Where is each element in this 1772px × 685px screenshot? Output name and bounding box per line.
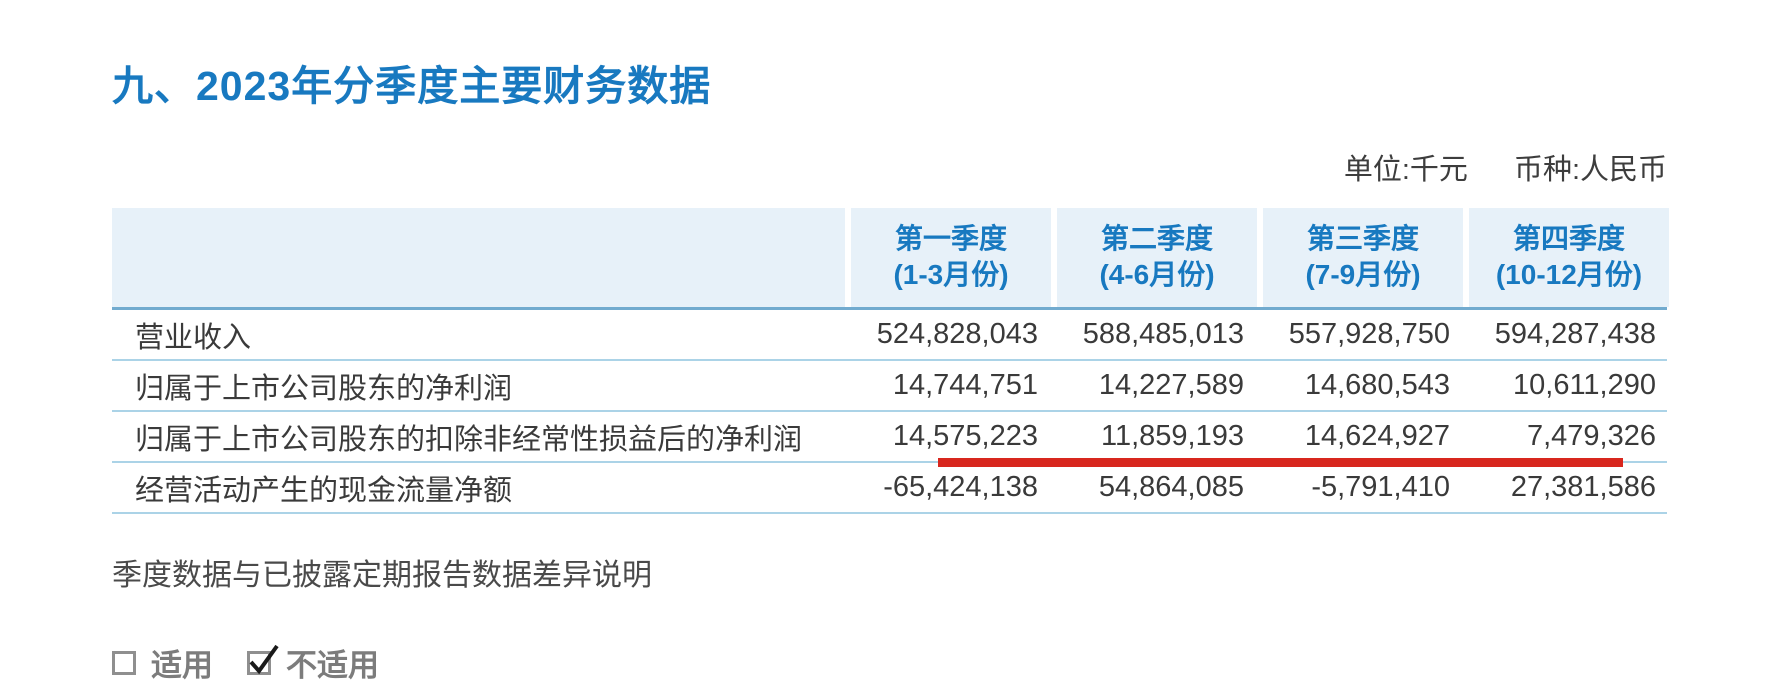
cell-value-q4: 10,611,290 [1513, 369, 1656, 401]
cell-value-q3: 14,624,927 [1304, 420, 1450, 452]
checkbox-item-unchecked: 适用 [112, 640, 213, 685]
table-row: 归属于上市公司股东的扣除非经常性损益后的净利润 14,575,223 11,859,… [112, 412, 1667, 467]
table-body: 营业收入 524,828,043 588,485,013 557,928,750 594… [112, 310, 1667, 514]
quarter-label: 第三季度 [1306, 223, 1419, 255]
header-cell-quarter-4: 第四季度 (10-12月份) [1469, 208, 1669, 307]
difference-note: 季度数据与已披露定期报告数据差异说明 [112, 559, 652, 592]
currency-note: 币种:人民币 [1513, 154, 1667, 186]
quarter-month-range: (7-9月份) [1305, 259, 1421, 290]
cell-value-q1: -65,424,138 [883, 471, 1038, 503]
cell-value-q3: 557,928,750 [1288, 318, 1450, 350]
row-label: 归属于上市公司股东的扣除非经常性损益后的净利润 [135, 423, 803, 456]
row-label: 经营活动产生的现金流量净额 [135, 474, 513, 507]
cell-value-q4: 7,479,326 [1526, 420, 1656, 452]
header-cell-empty [112, 208, 845, 307]
cell-value-q2: 588,485,013 [1082, 318, 1244, 350]
table-header-underline [112, 307, 1667, 310]
quarter-label: 第二季度 [1100, 223, 1213, 255]
header-cell-quarter-3: 第三季度 (7-9月份) [1263, 208, 1463, 307]
checkbox-label: 不适用 [286, 648, 379, 683]
cell-value-q2: 54,864,085 [1098, 471, 1244, 503]
header-cell-quarter-2: 第二季度 (4-6月份) [1057, 208, 1257, 307]
table-row: 经营活动产生的现金流量净额 -65,424,138 54,864,085 -5,791… [112, 463, 1667, 514]
cell-value-q4: 594,287,438 [1494, 318, 1656, 350]
cell-value-q2: 14,227,589 [1098, 369, 1244, 401]
cell-value-q2: 11,859,193 [1101, 420, 1244, 452]
table-row: 营业收入 524,828,043 588,485,013 557,928,750 594… [112, 310, 1667, 361]
cell-value-q1: 14,744,751 [892, 369, 1038, 401]
checkbox-checked-icon [247, 644, 279, 675]
cell-value-q1: 14,575,223 [892, 420, 1038, 452]
quarterly-financial-table: 第一季度 (1-3月份) 第二季度 (4-6月份) 第三季度 (7-9月份) 第四季度 (10… [112, 208, 1669, 514]
cell-value-q3: 14,680,543 [1304, 369, 1450, 401]
table-header-row: 第一季度 (1-3月份) 第二季度 (4-6月份) 第三季度 (7-9月份) 第四季度 (10… [112, 208, 1669, 307]
table-row: 归属于上市公司股东的净利润 14,744,751 14,227,589 14,680,… [112, 361, 1667, 412]
quarter-month-range: (1-3月份) [893, 259, 1009, 290]
checkbox-item-checked: 不适用 [247, 640, 379, 685]
quarter-label: 第四季度 [1512, 223, 1625, 255]
header-cell-quarter-1: 第一季度 (1-3月份) [851, 208, 1051, 307]
cell-value-q1: 524,828,043 [876, 318, 1038, 350]
red-highlight-underline [938, 458, 1623, 467]
quarter-label: 第一季度 [894, 223, 1007, 255]
cell-value-q3: -5,791,410 [1311, 471, 1450, 503]
report-page: 九、2023年分季度主要财务数据 单位:千元 币种:人民币 第一季度 (1-3月份… [112, 0, 1669, 685]
unit-note: 单位:千元 [1343, 154, 1468, 186]
section-title: 九、2023年分季度主要财务数据 [112, 63, 712, 109]
row-label: 归属于上市公司股东的净利润 [135, 372, 513, 405]
applicability-checkboxes: 适用 不适用 [112, 640, 1667, 685]
quarter-month-range: (4-6月份) [1099, 259, 1215, 290]
checkbox-label: 适用 [151, 648, 213, 683]
checkbox-unchecked-icon [112, 650, 136, 675]
unit-line: 单位:千元 币种:人民币 [112, 146, 1667, 188]
row-label: 营业收入 [135, 321, 252, 354]
quarter-month-range: (10-12月份) [1495, 259, 1643, 290]
cell-value-q4: 27,381,586 [1510, 471, 1656, 503]
